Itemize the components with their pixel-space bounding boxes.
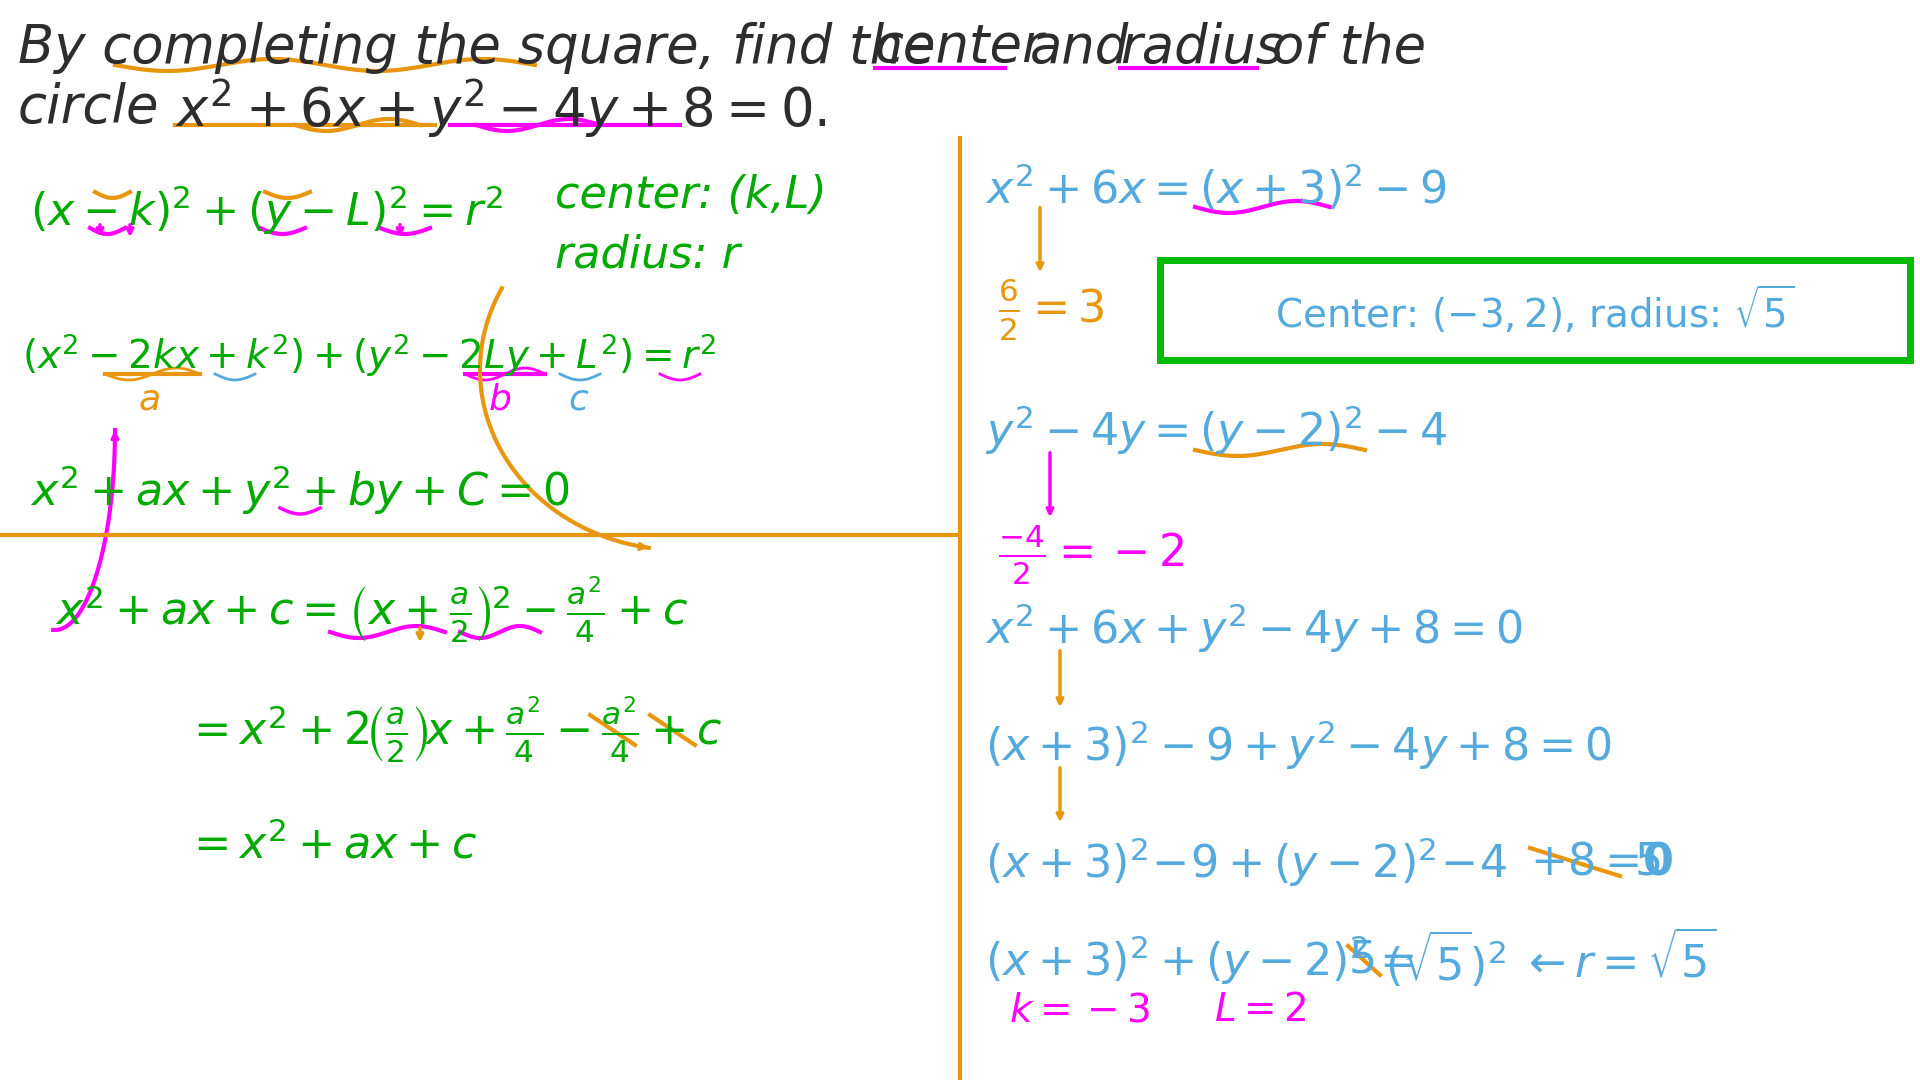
Text: c: c — [568, 383, 588, 417]
Text: radius: r: radius: r — [555, 233, 739, 276]
Text: $k=-3$: $k=-3$ — [1010, 991, 1150, 1029]
Text: $x^2+ax+y^2+by+C=0$: $x^2+ax+y^2+by+C=0$ — [31, 463, 570, 517]
Text: radius: radius — [1119, 22, 1283, 75]
Text: $= x^2+2\!\left(\frac{a}{2}\right)\!x+\frac{a^2}{4}-\frac{a^2}{4}+c$: $= x^2+2\!\left(\frac{a}{2}\right)\!x+\f… — [184, 694, 722, 766]
Text: 5: 5 — [1636, 840, 1663, 883]
Text: $x^2+6x+y^2-4y+8=0.$: $x^2+6x+y^2-4y+8=0.$ — [175, 77, 828, 139]
Text: $x^2+6x = (x+3)^2-9$: $x^2+6x = (x+3)^2-9$ — [985, 163, 1446, 213]
Text: b: b — [488, 383, 511, 417]
Text: Center: $(-3,2)$, radius: $\sqrt{5}$: Center: $(-3,2)$, radius: $\sqrt{5}$ — [1275, 284, 1795, 336]
Text: $+8=\!\mathbf{0}$: $+8=\!\mathbf{0}$ — [1530, 840, 1674, 883]
Text: $(x+3)^2\!-\!9+(y-2)^2\!-\!4$: $(x+3)^2\!-\!9+(y-2)^2\!-\!4$ — [985, 835, 1507, 889]
Text: $\leftarrow r=\sqrt{5}$: $\leftarrow r=\sqrt{5}$ — [1521, 932, 1716, 987]
Text: $= x^2+ax+c$: $= x^2+ax+c$ — [184, 823, 478, 867]
FancyBboxPatch shape — [1160, 260, 1910, 360]
Text: of the: of the — [1271, 22, 1427, 75]
Text: $(\sqrt{5})^2$: $(\sqrt{5})^2$ — [1384, 930, 1505, 990]
Text: $L=2$: $L=2$ — [1213, 991, 1306, 1029]
Text: $x^2+6x+y^2-4y+8=0$: $x^2+6x+y^2-4y+8=0$ — [985, 602, 1523, 654]
Text: circle: circle — [17, 82, 159, 134]
Text: center: center — [876, 22, 1044, 75]
Text: $(x+3)^2-9+y^2-4y+8=0$: $(x+3)^2-9+y^2-4y+8=0$ — [985, 718, 1611, 772]
Text: $(x^2-2kx+k^2)+(y^2-2Ly+L^2)=r^2$: $(x^2-2kx+k^2)+(y^2-2Ly+L^2)=r^2$ — [21, 332, 716, 379]
Text: center: (k,L): center: (k,L) — [555, 174, 828, 216]
Text: $\frac{6}{2}=3$: $\frac{6}{2}=3$ — [998, 276, 1104, 343]
Text: $y^2-4y = (y-2)^2-4$: $y^2-4y = (y-2)^2-4$ — [985, 403, 1448, 457]
Text: $(x-k)^2+(y-L)^2=r^2$: $(x-k)^2+(y-L)^2=r^2$ — [31, 184, 503, 237]
Text: $(x+3)^2+(y-2)^2=$: $(x+3)^2+(y-2)^2=$ — [985, 933, 1413, 987]
Text: and: and — [1029, 22, 1129, 75]
Text: $5$: $5$ — [1348, 939, 1375, 982]
Text: $\frac{-4}{2}=-2$: $\frac{-4}{2}=-2$ — [998, 523, 1185, 588]
Text: a: a — [138, 383, 161, 417]
Text: By completing the square, find the: By completing the square, find the — [17, 22, 935, 75]
Text: $x^2+ax+c = \left(x+\frac{a}{2}\right)^{\!2}-\frac{a^2}{4}+c$: $x^2+ax+c = \left(x+\frac{a}{2}\right)^{… — [56, 575, 687, 646]
